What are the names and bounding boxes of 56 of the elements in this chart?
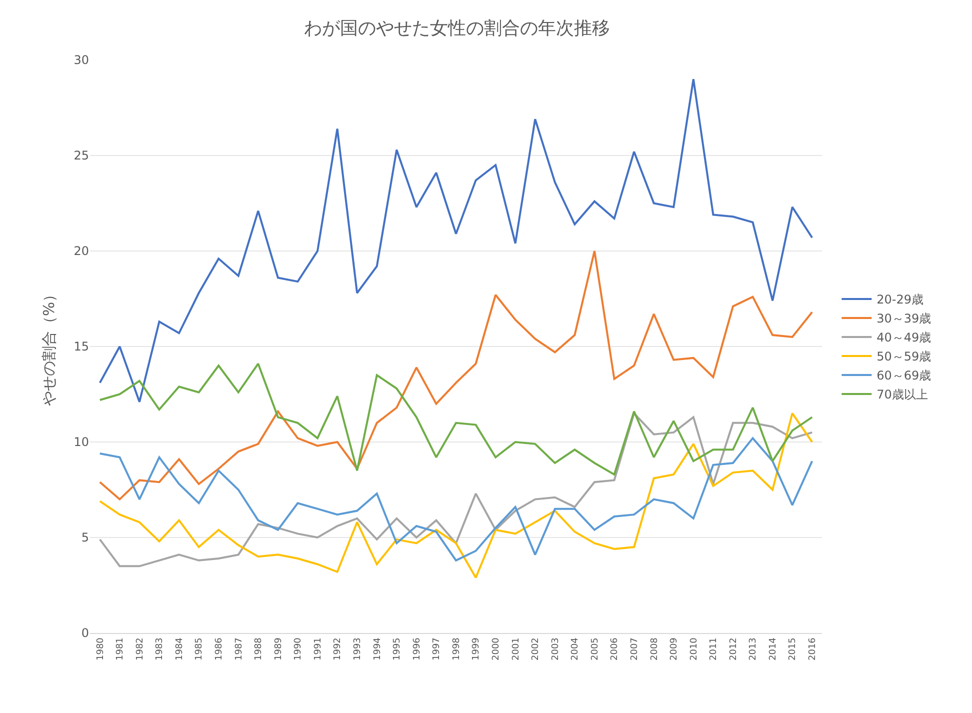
- x-tick-label: 2004: [570, 637, 581, 661]
- x-tick-label: 1997: [432, 638, 442, 661]
- x-tick-label: 1995: [392, 638, 403, 661]
- y-tick-label: 10: [74, 435, 89, 450]
- x-tick-label: 2005: [590, 638, 600, 661]
- legend-label: 40～49歳: [876, 330, 932, 345]
- x-tick-label: 2012: [728, 638, 739, 661]
- x-tick-label: 2003: [550, 638, 561, 661]
- legend-label: 30～39歳: [876, 312, 932, 326]
- x-tick-label: 2013: [748, 638, 759, 661]
- x-tick-label: 1994: [372, 637, 383, 661]
- x-tick-label: 1999: [472, 637, 482, 661]
- legend-label: 70歳以上: [876, 388, 928, 402]
- line-series: [98, 362, 814, 476]
- x-tick-label: 1986: [214, 637, 225, 661]
- x-tick-label: 1988: [254, 637, 264, 661]
- x-tick-label: 2009: [670, 637, 680, 661]
- legend-label: 20-29歳: [876, 292, 924, 307]
- x-tick-label: 2001: [511, 638, 522, 661]
- x-tick-label: 2010: [689, 637, 700, 661]
- x-tick-label: 2011: [709, 638, 720, 661]
- x-tick-label: 2007: [630, 638, 640, 661]
- x-tick-label: 1993: [353, 638, 364, 661]
- y-tick-label: 30: [74, 53, 89, 68]
- x-tick-label: 2006: [610, 637, 620, 661]
- chart-title: わが国のやせた女性の割合の年次推移: [304, 18, 610, 39]
- x-tick-label: 1989: [274, 637, 284, 661]
- y-axis-title: やせの割合（%）: [40, 286, 58, 406]
- x-tick-label: 2002: [531, 638, 542, 661]
- x-tick-label: 2015: [788, 638, 798, 661]
- line-series: [98, 437, 814, 562]
- line-series: [98, 78, 814, 403]
- x-tick-label: 1998: [452, 637, 462, 661]
- y-tick-label: 20: [74, 244, 89, 258]
- x-tick-label: 1985: [194, 638, 205, 661]
- x-tick-label: 1981: [116, 638, 126, 661]
- x-tick-label: 2000: [491, 637, 502, 661]
- y-tick-label: 25: [74, 148, 89, 163]
- x-tick-label: 2014: [768, 637, 778, 661]
- x-tick-label: 1990: [294, 637, 304, 661]
- y-tick-label: 5: [81, 530, 89, 545]
- x-tick-label: 1992: [333, 638, 344, 661]
- x-tick-label: 1991: [313, 638, 324, 661]
- legend-label: 50～59歳: [876, 350, 932, 364]
- x-tick-label: 1984: [174, 637, 185, 661]
- y-tick-label: 15: [74, 340, 89, 354]
- line-series: [98, 250, 814, 500]
- x-tick-label: 1982: [135, 638, 146, 661]
- x-tick-label: 2008: [650, 637, 660, 661]
- x-tick-label: 1983: [155, 638, 166, 661]
- x-tick-label: 1987: [234, 638, 244, 661]
- y-tick-label: 0: [81, 626, 89, 640]
- x-tick-label: 2016: [808, 637, 818, 661]
- x-tick-label: 1980: [96, 637, 106, 661]
- legend-label: 60～69歳: [876, 368, 932, 383]
- x-tick-label: 1996: [412, 637, 422, 661]
